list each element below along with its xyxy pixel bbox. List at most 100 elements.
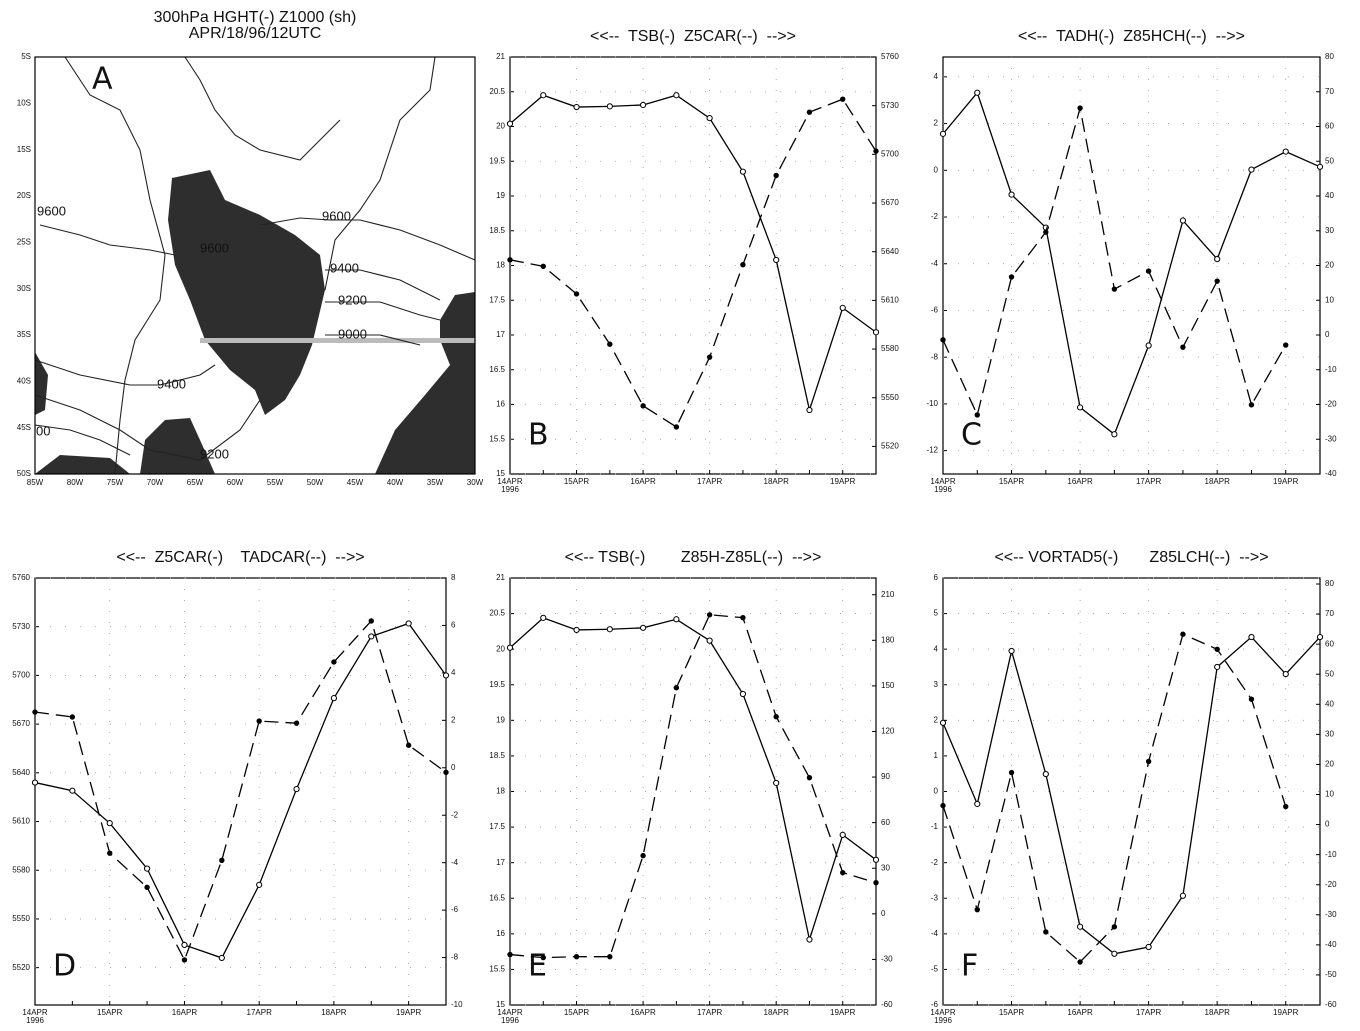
x-tick-label: 19APR [1273, 1008, 1299, 1017]
data-point [506, 120, 514, 127]
contour-label: 9400 [330, 260, 359, 275]
y2-tick-label: 6 [451, 621, 456, 630]
data-point [1180, 631, 1186, 637]
data-point [840, 96, 846, 102]
data-point [219, 857, 225, 863]
data-point [1008, 274, 1015, 280]
data-point [1145, 268, 1152, 274]
data-point [573, 626, 580, 634]
data-point [940, 337, 946, 343]
data-point [607, 953, 613, 960]
y2-tick-label: 20 [1325, 760, 1334, 769]
x-tick-label: 14APR [930, 477, 956, 486]
lon-label: 30W [467, 478, 484, 487]
y-tick-label: 15.5 [489, 965, 505, 974]
data-point [1008, 191, 1015, 198]
y-tick-label: -6 [931, 306, 939, 315]
data-point [673, 685, 680, 691]
x-tick-label: 18APR [764, 1008, 790, 1017]
data-point [1180, 344, 1186, 350]
x-tick-label: 14APR [497, 477, 523, 486]
x-tick-label: 16APR [1067, 477, 1093, 486]
chart-title: <<-- VORTAD5(-) Z85LCH(--) -->> [994, 549, 1268, 566]
data-point [540, 92, 547, 99]
y-tick-label: 2 [934, 119, 939, 128]
data-point [69, 714, 76, 720]
y-tick-label: 20.5 [489, 87, 505, 96]
data-point [939, 130, 947, 137]
data-point [1076, 404, 1084, 411]
y-tick-label: 18 [496, 787, 505, 796]
data-point [773, 172, 779, 179]
y-tick-label: 0 [934, 165, 939, 174]
y2-tick-label: 30 [881, 863, 890, 872]
x-tick-label: 19APR [396, 1008, 422, 1017]
data-point [1043, 929, 1049, 935]
data-point [507, 257, 513, 263]
data-point [974, 412, 980, 418]
data-point [218, 954, 225, 962]
data-point [506, 644, 514, 651]
contour [325, 301, 441, 321]
y2-tick-label: 5610 [881, 295, 899, 304]
y-tick-label: 18.5 [489, 226, 505, 235]
y-tick-label: 5610 [12, 817, 30, 826]
y-tick-label: 17 [496, 330, 505, 339]
contour-label: 00 [36, 423, 50, 438]
y2-tick-label: 5700 [881, 149, 899, 158]
y-tick-label: 18 [496, 261, 505, 270]
y2-tick-label: -30 [881, 955, 893, 964]
y2-tick-label: 4 [451, 668, 456, 677]
data-point [1214, 278, 1220, 284]
x-tick-label: 14APR [497, 1008, 523, 1017]
y-tick-label: -3 [931, 893, 939, 902]
data-point [806, 109, 813, 115]
y2-tick-label: -30 [1325, 910, 1337, 919]
data-point [606, 626, 613, 633]
lat-label: 10S [17, 98, 31, 107]
y2-tick-label: -4 [451, 858, 459, 867]
data-point [256, 881, 263, 888]
plot-frame [34, 577, 447, 1006]
data-point [540, 954, 546, 961]
lon-label: 60W [227, 478, 244, 487]
y2-tick-label: -50 [1325, 970, 1337, 979]
data-point [773, 779, 780, 787]
series-line [942, 636, 1321, 955]
data-point [573, 291, 580, 297]
panel-label: E [528, 949, 547, 984]
x-tick-label: 18APR [1205, 477, 1231, 486]
lon-label: 50W [307, 478, 324, 487]
data-point [1042, 770, 1049, 778]
y2-tick-label: 10 [1325, 295, 1334, 304]
x-tick-label: 15APR [564, 477, 590, 486]
data-point [974, 89, 981, 96]
data-point [1248, 696, 1255, 702]
data-point [640, 403, 646, 409]
y-tick-label: 19.5 [489, 156, 505, 165]
data-point [873, 148, 879, 154]
data-point [405, 620, 412, 627]
y2-tick-label: 0 [1325, 820, 1330, 829]
data-point [442, 672, 450, 679]
chart-title: <<-- TADH(-) Z85HCH(--) -->> [1018, 28, 1245, 45]
contour [39, 224, 176, 256]
lat-label: 30S [17, 284, 31, 293]
x-tick-label: 14APR [22, 1008, 48, 1017]
x-tick-label: 17APR [1136, 1008, 1162, 1017]
y-tick-label: 5670 [12, 719, 30, 728]
lat-label: 40S [17, 376, 31, 385]
data-point [1076, 923, 1084, 930]
y2-tick-label: 2 [451, 715, 456, 724]
data-point [739, 690, 747, 698]
data-point [368, 618, 374, 624]
y-tick-label: 5700 [12, 671, 30, 680]
shaded-region [140, 418, 215, 474]
y2-tick-label: 5520 [881, 442, 899, 451]
data-point [1145, 758, 1152, 765]
chart-title: <<-- TSB(-) Z85H-Z85L(--) -->> [565, 549, 822, 566]
series-line [34, 619, 447, 962]
scan-streak [200, 338, 475, 343]
data-point [873, 879, 879, 886]
